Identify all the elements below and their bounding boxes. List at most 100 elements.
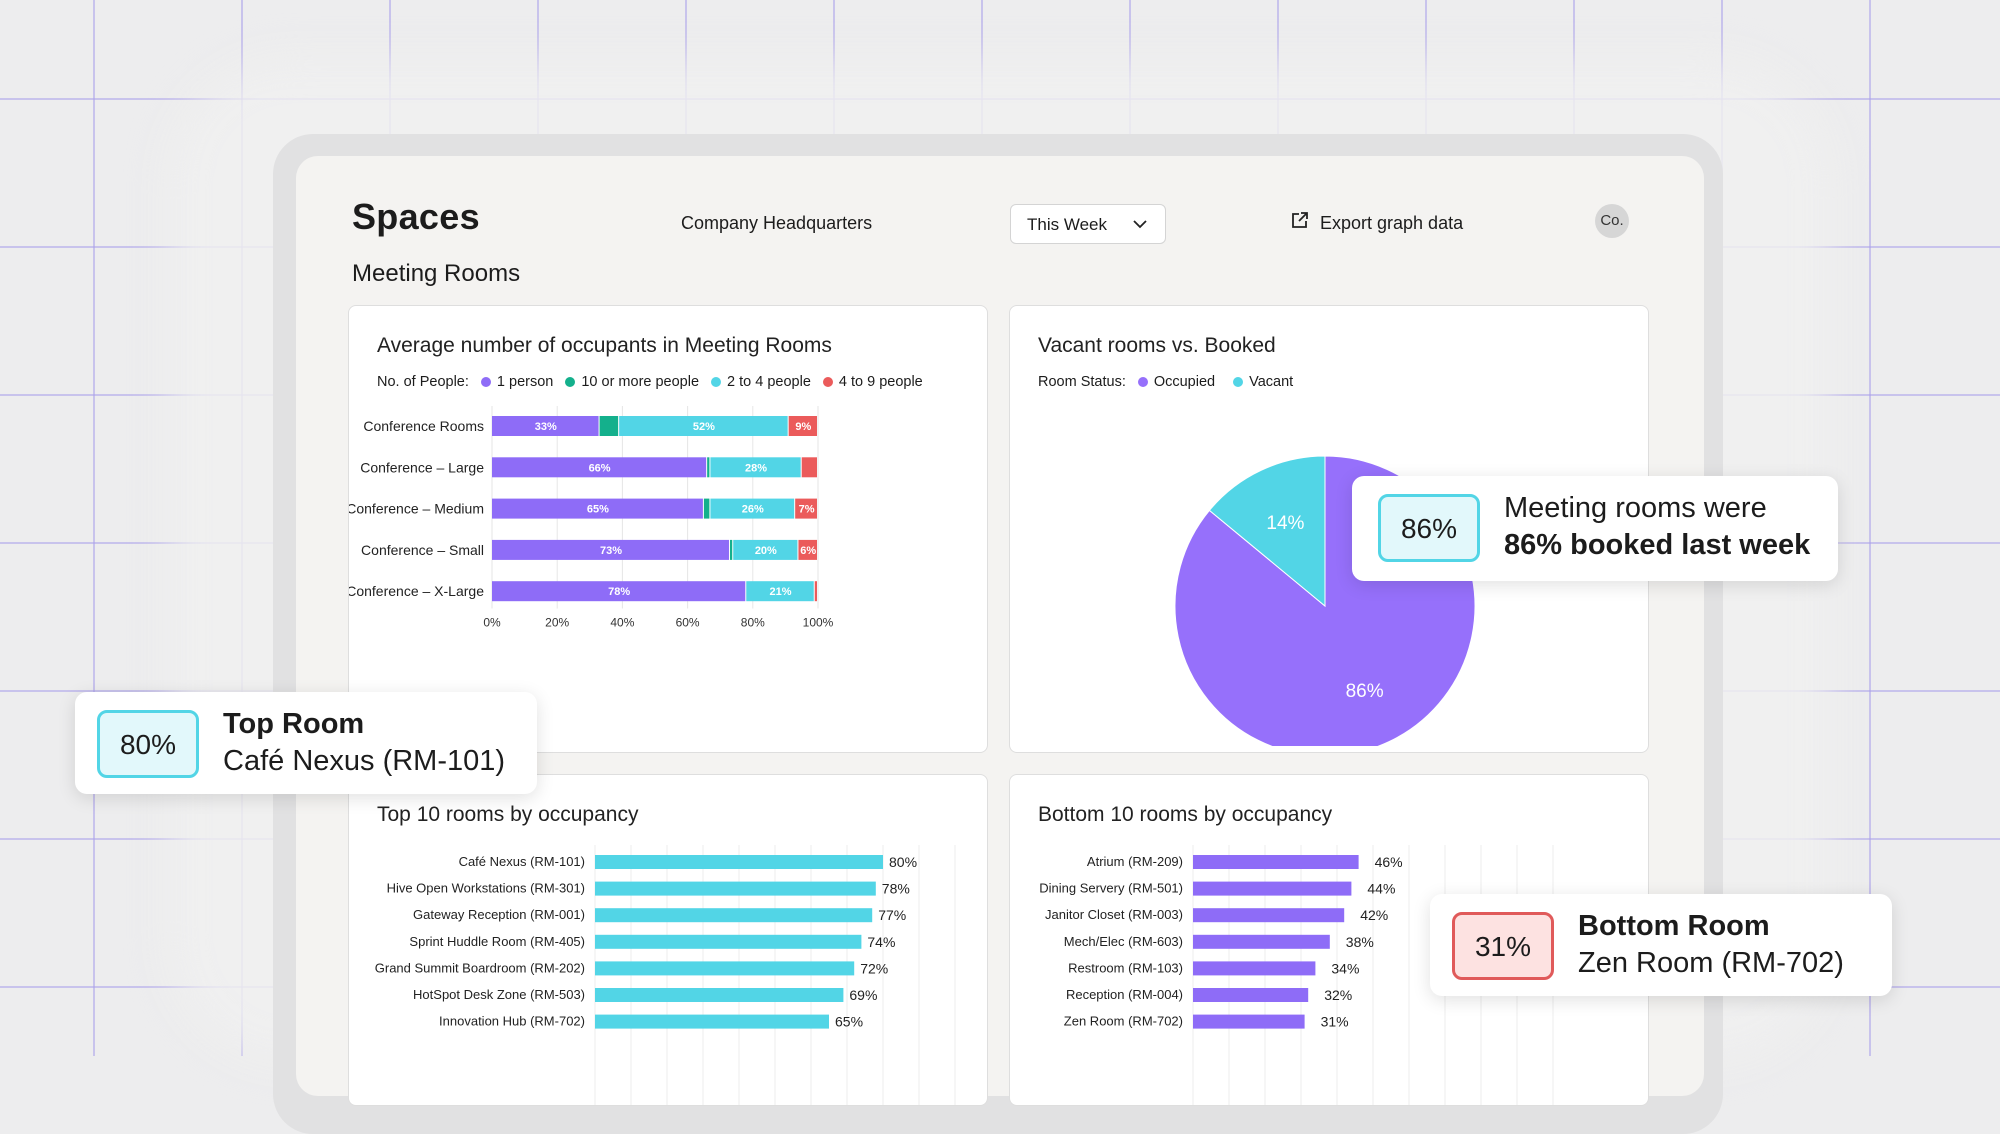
date-range-value: This Week [1027, 215, 1107, 234]
data-label: 73% [600, 545, 622, 557]
legend-label: Vacant [1249, 374, 1294, 390]
booked-callout-line1: Meeting rooms were [1504, 492, 1767, 524]
bar [595, 1014, 829, 1029]
x-tick-label: 0% [483, 616, 501, 630]
x-tick-label: 20% [545, 616, 569, 630]
data-label: 46% [1375, 854, 1403, 870]
data-label: 9% [795, 421, 811, 433]
bottom-rooms-chart-card: Bottom 10 rooms by occupancy Atrium (RM-… [1009, 774, 1649, 1106]
bar [595, 855, 883, 869]
pie-slice-label: 86% [1346, 681, 1384, 702]
bar [595, 988, 844, 1002]
x-tick-label: 100% [803, 616, 834, 630]
legend-label: 10 or more people [581, 374, 700, 390]
legend-label: 4 to 9 people [838, 374, 923, 390]
legend-swatch [1137, 377, 1148, 387]
x-tick-label: 60% [676, 616, 700, 630]
data-label: 44% [1367, 881, 1395, 897]
legend-swatch [565, 377, 576, 387]
category-label: Reception (RM-004) [1066, 987, 1183, 1002]
legend-swatch [711, 377, 722, 387]
bar [1193, 934, 1330, 949]
bar-segment [795, 498, 817, 519]
legend-label: 1 person [496, 374, 554, 390]
bar [1193, 1014, 1305, 1029]
data-label: 21% [769, 586, 791, 598]
x-tick-label: 80% [741, 616, 765, 630]
data-label: 7% [799, 504, 815, 516]
top-room-name: Café Nexus (RM-101) [223, 745, 506, 777]
booked-callout: 86% Meeting rooms were 86% booked last w… [1352, 476, 1838, 581]
occupants-stacked-bar-chart: 0% 20% 40% 60% 80% 100% Conference Rooms 33% 52%… [349, 406, 834, 630]
bar-segment [733, 539, 798, 560]
occupants-chart-title: Average number of occupants in Meeting R… [377, 334, 832, 357]
booked-callout-line2: 86% booked last week [1504, 529, 1811, 561]
data-label: 6% [800, 545, 816, 557]
external-link-icon [1292, 212, 1308, 228]
bottom-rooms-chart-title: Bottom 10 rooms by occupancy [1038, 803, 1333, 826]
legend-label: 2 to 4 people [727, 374, 811, 390]
bar-segment [492, 498, 703, 519]
bar-segment [729, 539, 733, 560]
bar-segment [619, 416, 788, 436]
top-room-label: Top Room [223, 708, 365, 740]
data-label: 32% [1324, 987, 1352, 1003]
data-label: 65% [587, 504, 609, 516]
bottom-rooms-bar-chart: Atrium (RM-209) 46% Dining Servery (RM-501… [1039, 845, 1554, 1105]
chevron-down-icon [1133, 220, 1147, 229]
category-label: Innovation Hub (RM-702) [439, 1014, 585, 1029]
data-label: 66% [589, 462, 611, 474]
section-title: Meeting Rooms [352, 260, 521, 287]
bar-segment [746, 581, 814, 602]
booked-percent-badge: 86% [1378, 494, 1480, 562]
data-label: 52% [693, 421, 715, 433]
category-label: Janitor Closet (RM-003) [1045, 907, 1183, 922]
date-range-dropdown[interactable]: This Week [1010, 204, 1166, 244]
vacancy-chart-title: Vacant rooms vs. Booked [1038, 334, 1276, 357]
bar-segment [492, 416, 599, 436]
page-title: Spaces [352, 196, 480, 237]
avatar[interactable]: Co. [1595, 204, 1629, 238]
bar [1193, 855, 1359, 869]
x-tick-label: 40% [610, 616, 634, 630]
data-label: 65% [835, 1014, 863, 1030]
data-label: 31% [1321, 1014, 1349, 1030]
data-label: 26% [742, 504, 764, 516]
legend-label: Occupied [1153, 374, 1216, 390]
bar-segment [703, 498, 710, 519]
bar-segment [599, 416, 619, 436]
location-selector[interactable]: Company Headquarters [681, 213, 873, 233]
export-label: Export graph data [1320, 213, 1464, 233]
data-label: 74% [867, 934, 895, 950]
data-label: 28% [745, 462, 767, 474]
category-label: Conference – X-Large [349, 583, 484, 599]
category-label: Zen Room (RM-702) [1064, 1014, 1183, 1029]
top-rooms-chart-card: Top 10 rooms by occupancy Café Nexus (RM… [348, 774, 988, 1106]
data-label: 77% [878, 907, 906, 923]
bar [595, 934, 862, 949]
category-label: Conference – Small [361, 542, 484, 558]
legend-title: Room Status: [1038, 374, 1126, 390]
data-label: 33% [535, 421, 557, 433]
bar [595, 881, 876, 896]
category-label: Conference Rooms [363, 418, 484, 434]
legend-swatch [822, 377, 833, 387]
vacancy-legend: Room Status: Occupied Vacant [1038, 374, 1293, 390]
bar [1193, 881, 1352, 896]
bar-segment [492, 581, 746, 602]
category-label: HotSpot Desk Zone (RM-503) [413, 987, 585, 1002]
bar-segment [801, 457, 817, 478]
legend-swatch [1233, 377, 1244, 387]
category-label: Conference – Large [360, 459, 484, 475]
category-label: Gateway Reception (RM-001) [413, 907, 585, 922]
pie-slice [1208, 455, 1326, 608]
data-label: 78% [608, 586, 630, 598]
data-label: 34% [1331, 960, 1359, 976]
bar [1193, 961, 1316, 976]
bottom-room-name: Zen Room (RM-702) [1578, 947, 1844, 979]
bottom-room-label: Bottom Room [1578, 910, 1770, 942]
legend-title: No. of People: [377, 374, 469, 390]
data-label: 80% [889, 854, 917, 870]
top-room-callout: 80% Top Room Café Nexus (RM-101) [75, 692, 537, 794]
bar-segment [492, 539, 729, 560]
